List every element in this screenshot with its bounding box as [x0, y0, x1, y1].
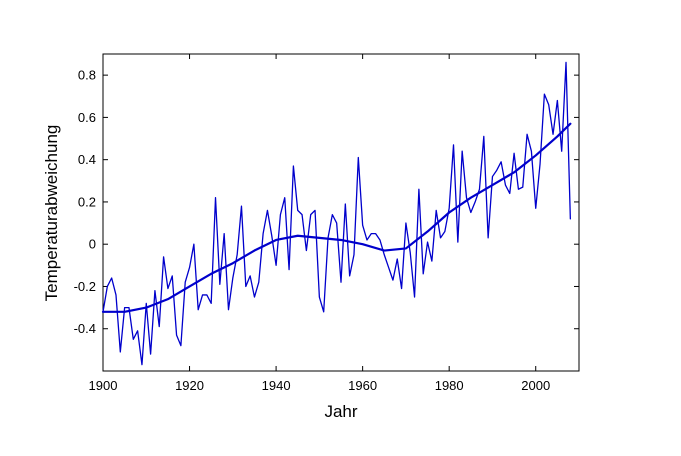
x-tick-label: 1920 — [175, 378, 204, 393]
y-tick-label: 0 — [89, 237, 96, 252]
y-tick-label: 0.6 — [78, 110, 96, 125]
x-axis-label: Jahr — [324, 402, 357, 421]
series-layer — [101, 61, 572, 366]
y-tick-label: 0.2 — [78, 194, 96, 209]
y-tick-label: -0.4 — [74, 321, 96, 336]
y-tick-label: -0.2 — [74, 279, 96, 294]
y-axis-label: Temperaturabweichung — [42, 125, 61, 302]
y-tick-label: 0.8 — [78, 68, 96, 83]
x-tick-label: 1940 — [262, 378, 291, 393]
x-tick-label: 2000 — [521, 378, 550, 393]
x-tick-label: 1960 — [348, 378, 377, 393]
x-tick-label: 1980 — [435, 378, 464, 393]
smoothed-trend-line — [101, 122, 572, 313]
x-axis: 1900 1920 1940 1960 1980 2000 — [89, 54, 550, 393]
y-tick-label: 0.4 — [78, 152, 96, 167]
plot-area — [102, 53, 580, 372]
annual-series-line — [102, 61, 571, 366]
y-axis: -0.4 -0.2 0 0.2 0.4 0.6 0.8 — [74, 68, 579, 336]
x-tick-label: 1900 — [89, 378, 118, 393]
